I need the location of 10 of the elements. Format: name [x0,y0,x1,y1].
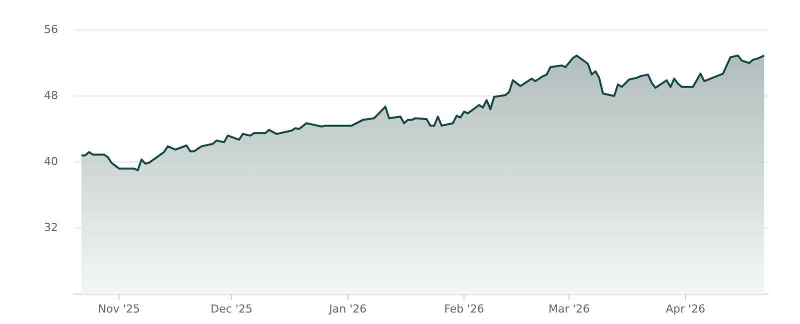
x-tick-label: Jan '26 [328,302,367,316]
x-tick-label: Dec '25 [210,302,252,316]
y-tick-label: 48 [44,88,58,102]
x-tick-label: Feb '26 [444,302,484,316]
x-tick-label: Mar '26 [548,302,590,316]
y-tick-label: 40 [44,154,58,168]
x-tick-label: Apr '26 [666,302,706,316]
y-tick-label: 56 [44,22,58,36]
x-tick-label: Nov '25 [98,302,140,316]
y-tick-label: 32 [44,220,58,234]
